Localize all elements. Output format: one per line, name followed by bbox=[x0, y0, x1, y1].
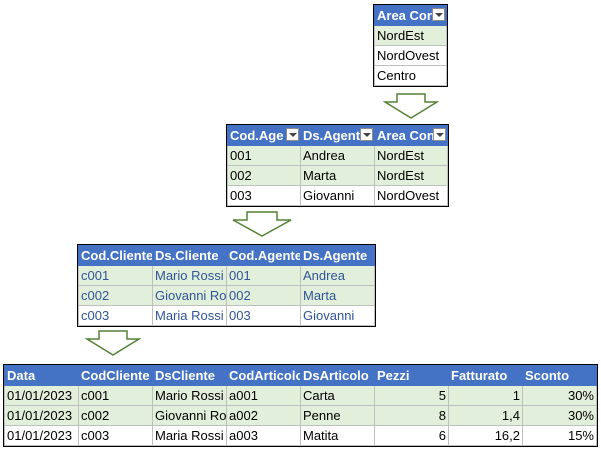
sales-header-pieces[interactable]: Pezzi bbox=[374, 365, 449, 386]
sales-header-client-code[interactable]: CodCliente bbox=[78, 365, 153, 386]
table-cell[interactable]: c002 bbox=[78, 405, 153, 426]
filter-dropdown-icon[interactable] bbox=[432, 8, 445, 21]
table-cell[interactable]: a002 bbox=[226, 405, 301, 426]
table-cell[interactable]: Andrea bbox=[300, 265, 375, 286]
table-cell[interactable]: Marta bbox=[300, 285, 375, 306]
sales-header-article-code[interactable]: CodArticolo bbox=[226, 365, 301, 386]
table-row: 01/01/2023 c002 Giovanni Ro a002 Penne 8… bbox=[4, 405, 597, 426]
table-cell[interactable]: 15% bbox=[522, 425, 597, 446]
table-cell[interactable]: Andrea bbox=[300, 145, 375, 166]
table-cell[interactable]: 16,2 bbox=[448, 425, 523, 446]
table-cell[interactable]: 8 bbox=[374, 405, 449, 426]
table-cell[interactable]: 5 bbox=[374, 385, 449, 406]
table-cell[interactable]: 002 bbox=[227, 165, 301, 186]
filter-dropdown-icon[interactable] bbox=[286, 128, 299, 141]
area-header-label: Area Con bbox=[377, 8, 435, 23]
table-row: c002 Giovanni Ro 002 Marta bbox=[78, 285, 375, 306]
table-cell[interactable]: c003 bbox=[78, 305, 153, 326]
table-cell[interactable]: 003 bbox=[227, 185, 301, 206]
table-cell[interactable]: Giovanni bbox=[300, 185, 375, 206]
table-cell[interactable]: NordEst bbox=[374, 145, 448, 166]
client-header-agent-name[interactable]: Ds.Agente bbox=[300, 245, 375, 266]
table-cell[interactable]: Giovanni bbox=[300, 305, 375, 326]
agent-header-area[interactable]: Area Con bbox=[374, 125, 448, 146]
header-label: Ds.Agent bbox=[303, 128, 361, 143]
client-table: Cod.Cliente Ds.Cliente Cod.Agente Ds.Age… bbox=[77, 244, 376, 327]
table-cell[interactable]: c003 bbox=[78, 425, 153, 446]
sales-header-article-name[interactable]: DsArticolo bbox=[300, 365, 375, 386]
down-arrow-icon bbox=[232, 211, 292, 237]
table-cell[interactable]: NordOvest bbox=[374, 45, 447, 66]
table-cell[interactable]: 001 bbox=[226, 265, 301, 286]
table-cell[interactable]: NordOvest bbox=[374, 185, 448, 206]
sales-header-client-name[interactable]: DsCliente bbox=[152, 365, 227, 386]
table-cell[interactable]: Giovanni Ro bbox=[152, 285, 227, 306]
table-cell[interactable]: a001 bbox=[226, 385, 301, 406]
agent-header-name[interactable]: Ds.Agent bbox=[300, 125, 375, 146]
sales-header-revenue[interactable]: Fatturato bbox=[448, 365, 523, 386]
area-table: Area Con NordEst NordOvest Centro bbox=[373, 4, 448, 87]
header-label: Cod.Age bbox=[230, 128, 284, 143]
table-cell[interactable]: 01/01/2023 bbox=[4, 405, 79, 426]
table-cell[interactable]: NordEst bbox=[374, 165, 448, 186]
sales-table: Data CodCliente DsCliente CodArticolo Ds… bbox=[3, 364, 598, 447]
table-cell[interactable]: c001 bbox=[78, 385, 153, 406]
table-row: c001 Mario Rossi 001 Andrea bbox=[78, 265, 375, 286]
table-row: 003 Giovanni NordOvest bbox=[227, 185, 448, 206]
table-cell[interactable]: Mario Rossi bbox=[152, 385, 227, 406]
sales-header-date[interactable]: Data bbox=[4, 365, 79, 386]
table-cell[interactable]: 30% bbox=[522, 405, 597, 426]
table-cell[interactable]: c001 bbox=[78, 265, 153, 286]
client-header-agent-code[interactable]: Cod.Agente bbox=[226, 245, 301, 266]
table-cell[interactable]: 001 bbox=[227, 145, 301, 166]
filter-dropdown-icon[interactable] bbox=[433, 128, 446, 141]
table-cell[interactable]: Mario Rossi bbox=[152, 265, 227, 286]
table-cell[interactable]: 002 bbox=[226, 285, 301, 306]
table-cell[interactable]: 003 bbox=[226, 305, 301, 326]
table-row: 01/01/2023 c001 Mario Rossi a001 Carta 5… bbox=[4, 385, 597, 406]
table-row: 002 Marta NordEst bbox=[227, 165, 448, 186]
down-arrow-icon bbox=[383, 93, 439, 119]
table-cell[interactable]: Carta bbox=[300, 385, 375, 406]
table-cell[interactable]: a003 bbox=[226, 425, 301, 446]
agent-table: Cod.Age Ds.Agent Area Con 001 Andrea Nor… bbox=[226, 124, 449, 207]
down-arrow-icon bbox=[85, 330, 141, 356]
client-header-name[interactable]: Ds.Cliente bbox=[152, 245, 227, 266]
table-cell[interactable]: Matita bbox=[300, 425, 375, 446]
table-cell[interactable]: 30% bbox=[522, 385, 597, 406]
table-cell[interactable]: 01/01/2023 bbox=[4, 385, 79, 406]
table-row: 001 Andrea NordEst bbox=[227, 145, 448, 166]
filter-dropdown-icon[interactable] bbox=[360, 128, 373, 141]
agent-header-code[interactable]: Cod.Age bbox=[227, 125, 301, 146]
table-cell[interactable]: 1 bbox=[448, 385, 523, 406]
table-cell[interactable]: 01/01/2023 bbox=[4, 425, 79, 446]
table-cell[interactable]: Giovanni Ro bbox=[152, 405, 227, 426]
table-cell[interactable]: Penne bbox=[300, 405, 375, 426]
table-cell[interactable]: Maria Rossi bbox=[152, 425, 227, 446]
table-cell[interactable]: Marta bbox=[300, 165, 375, 186]
table-cell[interactable]: NordEst bbox=[374, 25, 447, 46]
area-header[interactable]: Area Con bbox=[374, 5, 447, 26]
table-row: c003 Maria Rossi 003 Giovanni bbox=[78, 305, 375, 326]
table-cell[interactable]: c002 bbox=[78, 285, 153, 306]
sales-header-discount[interactable]: Sconto bbox=[522, 365, 597, 386]
table-row: 01/01/2023 c003 Maria Rossi a003 Matita … bbox=[4, 425, 597, 446]
table-cell[interactable]: Maria Rossi bbox=[152, 305, 227, 326]
table-cell[interactable]: 1,4 bbox=[448, 405, 523, 426]
header-label: Area Con bbox=[377, 128, 435, 143]
client-header-code[interactable]: Cod.Cliente bbox=[78, 245, 153, 266]
table-cell[interactable]: 6 bbox=[374, 425, 449, 446]
table-cell[interactable]: Centro bbox=[374, 65, 447, 86]
